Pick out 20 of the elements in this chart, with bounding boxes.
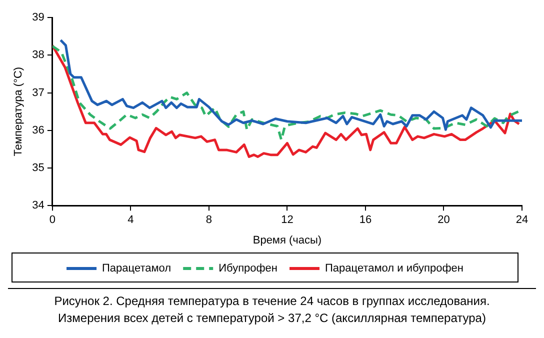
text: Измерения всех детей с температурой > 37,2 °C (аксиллярная температура)	[57, 310, 487, 327]
x-tick-label: 8	[206, 214, 212, 226]
x-tick-label: 24	[516, 214, 528, 226]
y-tick-label: 35	[32, 162, 44, 174]
y-tick-label: 37	[32, 86, 44, 99]
x-axis-title: Время (часы)	[252, 234, 322, 246]
y-axis-title: Температура (°C)	[12, 66, 25, 156]
y-tick-label: 38	[32, 49, 44, 62]
legend-label: Парацетамол	[102, 262, 172, 275]
text: Рисунок 2. Средняя температура в течение 24 часов в группах исследования.	[53, 293, 491, 310]
legend-label: Ибупрофен	[218, 262, 278, 275]
x-tick-label: 4	[128, 214, 134, 226]
y-tick-label: 34	[32, 200, 44, 212]
x-tick-label: 20	[438, 214, 450, 226]
x-tick-label: 16	[359, 214, 372, 226]
x-tick-label: 0	[49, 214, 56, 226]
y-tick-label: 39	[32, 12, 44, 24]
x-tick-label: 12	[281, 214, 294, 226]
legend-label: Парацетамол и ибупрофен	[325, 262, 464, 275]
y-tick-label: 36	[32, 124, 44, 136]
